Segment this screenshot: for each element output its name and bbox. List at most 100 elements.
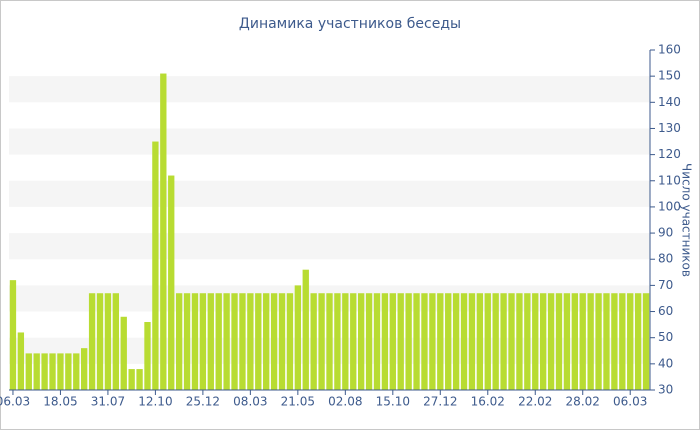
grid-band	[9, 180, 650, 207]
x-tick-label: 12.10	[138, 395, 172, 409]
bar	[73, 353, 80, 390]
y-tick-label: 160	[658, 43, 681, 57]
bar	[484, 293, 491, 390]
bar	[160, 73, 167, 391]
bar	[571, 293, 578, 390]
bar	[128, 369, 135, 390]
x-tick-label: 06.03	[0, 395, 30, 409]
y-tick-label: 80	[658, 252, 673, 266]
bar	[524, 293, 531, 390]
bar	[207, 293, 214, 390]
bar	[41, 353, 48, 390]
bar	[468, 293, 476, 390]
bar	[587, 293, 594, 390]
bar	[634, 293, 642, 390]
x-tick-label: 06.03	[613, 395, 647, 409]
y-tick-label: 90	[658, 226, 673, 240]
x-tick-label: 02.08	[328, 395, 362, 409]
bar	[437, 293, 444, 390]
bar	[603, 293, 610, 390]
bar	[81, 348, 88, 390]
y-tick-label: 60	[658, 304, 673, 318]
y-tick-label: 50	[658, 330, 673, 344]
bar	[152, 141, 159, 390]
bar	[183, 293, 191, 390]
bar	[389, 293, 396, 390]
bar	[25, 353, 32, 390]
bar	[112, 293, 119, 390]
x-tick-label: 18.05	[43, 395, 77, 409]
bar	[168, 175, 175, 390]
bar	[247, 293, 254, 390]
bar	[405, 293, 412, 390]
bar	[65, 353, 72, 390]
bar	[286, 293, 294, 390]
y-tick-label: 150	[658, 69, 681, 83]
bar	[460, 293, 468, 390]
bar	[120, 316, 127, 390]
y-tick-label: 120	[658, 147, 681, 161]
y-axis-label: Число участников	[680, 163, 694, 277]
bar	[199, 293, 207, 390]
bar	[595, 293, 602, 390]
x-tick-label: 22.02	[518, 395, 552, 409]
bar	[104, 293, 112, 390]
chart-title: Динамика участников беседы	[239, 16, 461, 32]
bar	[175, 293, 183, 390]
bar	[17, 332, 25, 390]
bar	[334, 293, 341, 390]
grid-band	[9, 128, 650, 155]
bar	[373, 293, 381, 390]
bar	[223, 293, 230, 390]
grid-band	[9, 76, 650, 103]
bar	[413, 293, 420, 390]
bar	[532, 293, 539, 390]
bar	[88, 293, 96, 390]
x-tick-label: 25.12	[186, 395, 220, 409]
bar	[357, 293, 365, 390]
bar	[278, 293, 286, 390]
bar	[49, 353, 56, 390]
bar	[642, 293, 650, 390]
bar	[619, 293, 626, 390]
bar	[33, 353, 40, 390]
x-tick-label: 31.07	[91, 395, 125, 409]
bar	[611, 293, 618, 390]
y-tick-label: 40	[658, 356, 673, 370]
bar	[397, 293, 404, 390]
y-tick-label: 30	[658, 383, 673, 397]
bar	[96, 293, 104, 390]
bar	[350, 293, 357, 390]
bar	[421, 293, 428, 390]
bar	[429, 293, 436, 390]
bar	[516, 293, 523, 390]
bar	[627, 293, 634, 390]
y-tick-label: 100	[658, 199, 681, 213]
bar	[263, 293, 270, 390]
bar	[191, 293, 199, 390]
bar	[136, 369, 143, 390]
bar	[579, 293, 586, 390]
bar	[144, 322, 151, 390]
bar	[255, 293, 262, 390]
y-tick-label: 70	[658, 278, 673, 292]
bar	[215, 293, 222, 390]
bar	[318, 293, 325, 390]
x-tick-label: 15.10	[376, 395, 410, 409]
bar	[547, 293, 555, 390]
x-tick-label: 21.05	[281, 395, 315, 409]
y-tick-label: 130	[658, 121, 681, 135]
bar	[302, 269, 309, 390]
bar	[508, 293, 515, 390]
x-tick-label: 27.12	[423, 395, 457, 409]
bar	[492, 293, 499, 390]
bar	[270, 293, 278, 390]
y-tick-label: 140	[658, 95, 681, 109]
bar	[452, 293, 460, 390]
bar	[381, 293, 389, 390]
bar	[540, 293, 547, 390]
bar	[445, 293, 452, 390]
bar	[500, 293, 507, 390]
bar	[231, 293, 238, 390]
